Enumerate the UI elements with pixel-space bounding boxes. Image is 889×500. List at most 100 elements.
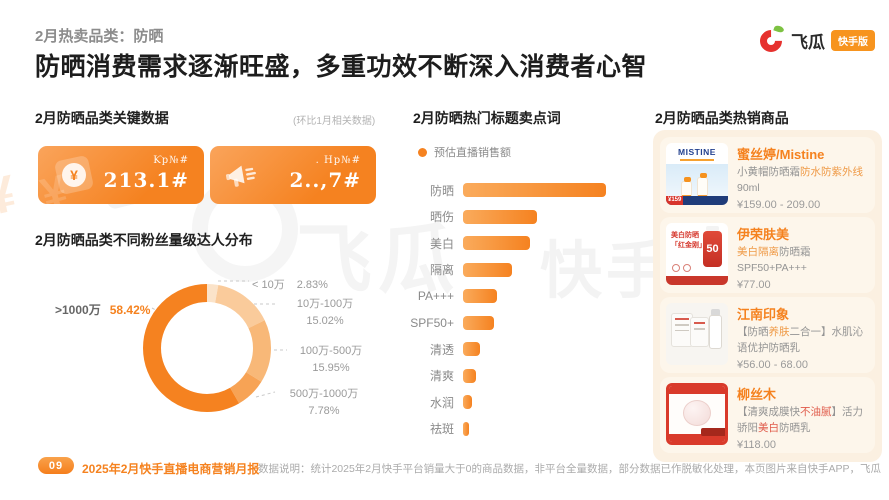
logo-brand-text: 飞瓜 <box>791 32 825 52</box>
product-brand: 蜜丝婷/Mistine <box>737 147 825 162</box>
bar-category-label: 祛斑 <box>429 422 454 437</box>
stat-card-broadcast: . Hp№# 2..,7# <box>210 146 376 204</box>
desc-highlight: 美白隔离 <box>737 246 779 258</box>
slide-kicker: 2月热卖品类：防晒 <box>35 28 164 45</box>
donut-label-100w-500w: 100万-500万 15.95% <box>299 345 363 374</box>
bar-row: 清爽 <box>408 363 648 390</box>
feigua-logo: 飞瓜 快手版 <box>755 24 875 57</box>
bar-category-label: 防晒 <box>429 183 454 198</box>
fans-distribution-title: 2月防晒品类不同粉丝量级达人分布 <box>35 232 253 248</box>
product-description: 美白隔离防晒霜SPF50+PA+++ <box>737 245 869 277</box>
legend-dot-icon <box>418 147 427 157</box>
yuan-receipt-icon: ¥ <box>53 154 95 196</box>
key-data-note: (环比1月相关数据) <box>293 116 376 127</box>
donut-label-gt1000w: >1000万 58.42% <box>55 303 151 317</box>
bar-chart-legend: 预估直播销售额 <box>418 144 511 160</box>
stat-label: . Hp№# <box>315 155 361 166</box>
desc-text: 】活力骄阳 <box>737 406 863 434</box>
product-card-jiangnanyinxiang: 江南印象 【防晒养肤二合一】水肌沁语优护防晒乳 ¥56.00 - 68.00 <box>660 297 875 373</box>
donut-label-10w-100w: 10万-100万 15.02% <box>296 298 354 327</box>
product-price: ¥77.00 <box>737 278 771 291</box>
watermelon-icon <box>755 24 787 57</box>
bar-row: 晒伤 <box>408 204 648 231</box>
product-thumbnail: MISTINE ¥159 <box>666 143 728 205</box>
logo-version-badge: 快手版 <box>831 29 875 51</box>
product-description: 【清爽成膜快不油腻】活力骄阳美白防晒乳 <box>737 405 869 437</box>
report-name: 2025年2月快手直播电商营销月报 <box>82 462 260 476</box>
bar <box>463 421 469 436</box>
page-number-badge: 09 <box>38 457 74 474</box>
bar-category-label: 清爽 <box>429 369 454 384</box>
desc-text: 【清爽成膜快 <box>737 406 800 418</box>
pack-shape <box>690 317 709 347</box>
bar-category-label: 美白 <box>429 236 454 251</box>
product-price: ¥56.00 - 68.00 <box>737 358 808 371</box>
desc-text: 二合一】水肌沁语优护防晒乳 <box>737 326 863 354</box>
bar <box>463 368 476 383</box>
desc-highlight: 防水防紫外线 <box>800 166 863 178</box>
product-card-mistine: MISTINE ¥159 蜜丝婷/Mistine 小黄帽防晒霜防水防紫外线 90m… <box>660 137 875 213</box>
bar-row: 防晒 <box>408 177 648 204</box>
product-card-liusimu: 柳丝木 【清爽成膜快不油腻】活力骄阳美白防晒乳 ¥118.00 <box>660 377 875 453</box>
bar <box>463 262 512 277</box>
bar <box>463 395 472 410</box>
thumb-brand-text: MISTINE <box>678 147 716 157</box>
donut-label-lt10w: < 10万 2.83% <box>252 279 328 291</box>
products-section-title: 2月防晒品类热销商品 <box>655 110 789 126</box>
bar <box>463 289 498 304</box>
bar-row: 隔离 <box>408 257 648 284</box>
product-thumbnail <box>666 303 728 365</box>
product-brand: 江南印象 <box>737 307 790 322</box>
bar-row: SPF50+ <box>408 310 648 337</box>
product-price: ¥159.00 - 209.00 <box>737 198 821 211</box>
bar-category-label: 晒伤 <box>429 210 454 225</box>
products-panel: MISTINE ¥159 蜜丝婷/Mistine 小黄帽防晒霜防水防紫外线 90m… <box>653 130 882 462</box>
fans-donut-chart <box>143 284 271 412</box>
legend-label: 预估直播销售额 <box>434 147 511 159</box>
donut-label-500w-1000w: 500万-1000万 7.78% <box>289 388 359 417</box>
product-price: ¥118.00 <box>737 438 776 451</box>
desc-text: 90ml <box>737 181 760 194</box>
bar-row: PA+++ <box>408 283 648 310</box>
bar-category-label: 水润 <box>429 395 454 410</box>
bar <box>463 315 495 330</box>
watermark-yuan-glyph: ¥ <box>0 164 21 228</box>
desc-highlight: 不油腻 <box>800 406 832 418</box>
stat-card-sales: ¥ ¥ Ƙp№# 213.1# <box>38 146 204 204</box>
donut-segment-4 <box>143 284 271 412</box>
keywords-section-title: 2月防晒热门标题卖点词 <box>413 110 561 126</box>
data-disclaimer: 数据说明：统计2025年2月快手平台销量大于0的商品数据，非平台全量数据，部分数… <box>257 463 881 475</box>
key-data-section-title: 2月防晒品类关键数据 <box>35 110 169 126</box>
desc-highlight: 养肤 <box>768 326 790 338</box>
bar <box>463 342 481 357</box>
stat-value: 2..,7# <box>289 168 361 192</box>
product-thumbnail: 美白防晒 「红金刚」 50 <box>666 223 728 285</box>
desc-text: 【防晒 <box>737 326 769 338</box>
bar <box>463 236 531 251</box>
bar-category-label: 清透 <box>429 342 454 357</box>
thumb-price-tag: ¥159 <box>666 196 684 205</box>
bar-row: 祛斑 <box>408 416 648 443</box>
bar-category-label: 隔离 <box>429 263 454 278</box>
product-brand: 伊荣肤美 <box>737 227 790 242</box>
desc-highlight: 美白 <box>758 421 779 434</box>
donut-segment-2 <box>143 284 271 412</box>
bar <box>463 183 606 198</box>
bar <box>463 209 538 224</box>
keyword-bar-chart: 防晒晒伤美白隔离 PA+++ SPF50+ 清透清爽水润祛斑 <box>408 177 648 442</box>
stat-label: Ƙp№# <box>153 155 189 166</box>
bar-category-label: PA+++ <box>417 289 454 304</box>
thumb-label-text: 美白防晒 「红金刚」 <box>671 232 706 249</box>
desc-text: 防晒霜SPF50+PA+++ <box>737 246 811 274</box>
product-brand: 柳丝木 <box>737 387 777 402</box>
bottle-shape <box>709 315 722 349</box>
bar-row: 清透 <box>408 336 648 363</box>
bar-row: 水润 <box>408 389 648 416</box>
slide-title: 防晒消费需求逐渐旺盛，多重功效不断深入消费者心智 <box>35 53 648 81</box>
bar-row: 美白 <box>408 230 648 257</box>
desc-text: 防晒乳 <box>779 421 811 434</box>
megaphone-icon <box>223 157 269 203</box>
bar-category-label: SPF50+ <box>410 315 454 330</box>
desc-text: 小黄帽防晒霜 <box>737 166 800 178</box>
